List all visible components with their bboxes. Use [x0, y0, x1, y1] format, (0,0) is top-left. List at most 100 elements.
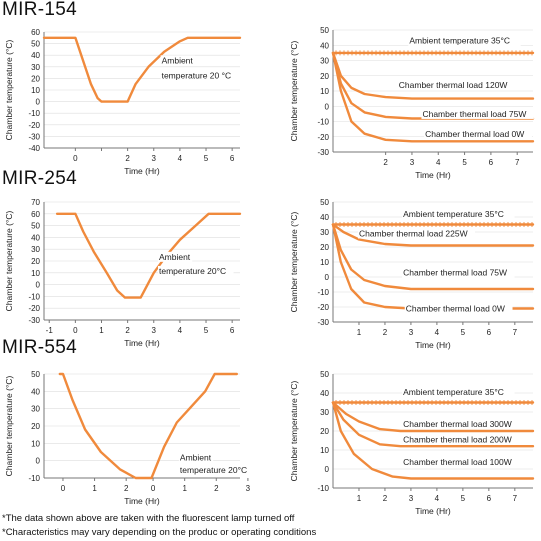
y-tick-label: 40 [31, 51, 40, 60]
y-tick-label: 0 [325, 273, 330, 282]
series-annotation: Chamber thermal load 225W [359, 229, 468, 239]
y-tick-label: -30 [317, 148, 329, 157]
series-line [42, 36, 242, 103]
annotation-bg [157, 251, 193, 262]
x-axis-title: Time (Hr) [124, 166, 160, 176]
y-tick-label: 50 [320, 198, 329, 207]
x-tick-label: 2 [124, 484, 129, 493]
y-tick-label: 40 [320, 389, 329, 398]
series-annotation: temperature 20°C [159, 266, 226, 276]
model-title-mir-154: MIR-154 [2, 0, 77, 20]
y-tick-label: 50 [320, 26, 329, 35]
y-axis-title: Chamber temperature (°C) [289, 40, 299, 141]
x-tick-label: 0 [151, 484, 156, 493]
x-tick-label: 3 [246, 484, 251, 493]
series-line [331, 51, 535, 120]
y-tick-label: -10 [317, 288, 329, 297]
chart-mir254-load: 50 40 30 20 10 0 -10 -20 -30 1 2 3 4 5 6 7 Time (Hr) Cham… [289, 198, 535, 350]
x-tick-label: 4 [178, 326, 183, 335]
y-tick-label: 10 [31, 86, 40, 95]
y-tick-label: 40 [320, 41, 329, 50]
series-annotation: Chamber thermal load 0W [406, 304, 505, 314]
x-axis-title: Time (Hr) [415, 340, 451, 350]
y-axis-title: Chamber temperature (°C) [4, 375, 14, 476]
y-tick-label: 50 [31, 40, 40, 49]
y-tick-label: -10 [317, 118, 329, 127]
y-tick-label: 30 [31, 63, 40, 72]
y-tick-label: -20 [317, 133, 329, 142]
series-annotation: Chamber thermal load 100W [403, 457, 512, 467]
series-line [331, 223, 535, 247]
annotation-bg [160, 70, 241, 81]
annotation-bg [408, 35, 521, 46]
series-annotation: temperature 20 °C [162, 70, 232, 80]
x-tick-label: 4 [436, 158, 441, 167]
x-axis-title: Time (Hr) [124, 338, 160, 348]
y-tick-label: 30 [320, 228, 329, 237]
annotation-bg [402, 457, 520, 468]
footnote-lamp: *The data shown above are taken with the… [2, 513, 295, 524]
x-tick-label: 7 [513, 328, 518, 337]
x-tick-label: 1 [357, 328, 362, 337]
series-annotation: Chamber thermal load 200W [403, 434, 512, 444]
x-tick-label: 5 [461, 494, 466, 503]
annotation-bg [402, 419, 520, 430]
y-tick-label: -10 [28, 474, 40, 483]
y-tick-label: 70 [31, 198, 40, 207]
series-annotation: Chamber thermal load 120W [399, 80, 508, 90]
series-annotation: Ambient temperature 35°C [409, 36, 510, 46]
x-tick-label: 2 [383, 328, 388, 337]
y-axis-title: Chamber temperature (°C) [289, 380, 299, 481]
annotation-bg [357, 228, 475, 239]
y-tick-label: 0 [325, 465, 330, 474]
series-annotation: Chamber thermal load 0W [425, 129, 524, 139]
series-annotation: Ambient temperature 35°C [403, 387, 504, 397]
annotation-bg [397, 79, 515, 90]
series-annotation: Chamber thermal load 75W [422, 109, 526, 119]
y-tick-label: -10 [28, 292, 40, 301]
x-tick-label: 6 [487, 328, 492, 337]
y-tick-label: 20 [320, 72, 329, 81]
chart-mir154-load: 50 40 30 20 10 0 -10 -20 -30 2 3 4 5 6 7 Time (Hr) Chamb… [289, 26, 535, 180]
series-line [331, 51, 535, 143]
y-tick-label: 60 [31, 28, 40, 37]
annotation-bg [424, 128, 532, 139]
series-annotation: Ambient temperature 35°C [403, 209, 504, 219]
annotation-bg [402, 267, 515, 278]
x-tick-label: 4 [435, 494, 440, 503]
annotation-bg [404, 303, 513, 314]
x-tick-label: -1 [46, 326, 54, 335]
y-tick-label: 10 [320, 87, 329, 96]
series-annotation: Ambient [159, 252, 191, 262]
series-line [331, 401, 535, 448]
x-tick-label: 4 [178, 154, 183, 163]
model-title-mir-254: MIR-254 [2, 168, 77, 189]
x-tick-label: 5 [204, 154, 209, 163]
x-tick-label: 3 [409, 328, 414, 337]
y-tick-label: 10 [320, 258, 329, 267]
series-line [331, 401, 535, 433]
y-tick-label: 50 [320, 370, 329, 379]
x-tick-label: 5 [461, 328, 466, 337]
series-line [55, 212, 242, 299]
y-axis-title: Chamber temperature (°C) [289, 211, 299, 312]
annotation-bg [402, 386, 515, 397]
y-tick-label: -30 [317, 318, 329, 327]
y-tick-label: 30 [320, 408, 329, 417]
x-tick-label: 6 [487, 494, 492, 503]
y-tick-label: -10 [317, 484, 329, 493]
x-tick-label: 4 [435, 328, 440, 337]
y-tick-label: -20 [28, 121, 40, 130]
series-annotation: Ambient [162, 55, 194, 65]
series-line [58, 372, 239, 480]
y-tick-label: 20 [320, 427, 329, 436]
x-tick-label: 6 [230, 326, 235, 335]
y-tick-label: -20 [317, 303, 329, 312]
annotation-bg [178, 464, 255, 475]
y-tick-label: 60 [31, 210, 40, 219]
y-tick-label: 40 [31, 233, 40, 242]
y-tick-label: 20 [31, 74, 40, 83]
y-tick-label: 10 [31, 439, 40, 448]
annotation-bg [160, 55, 195, 66]
series-annotation: temperature 20°C [180, 465, 247, 475]
